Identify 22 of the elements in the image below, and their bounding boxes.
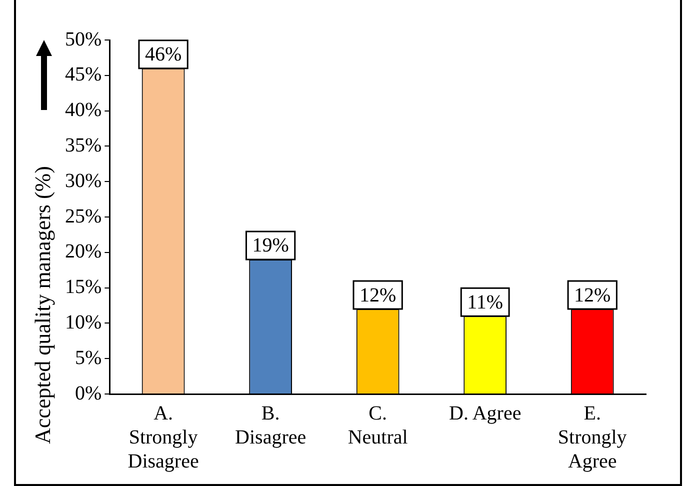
x-tick-label: B. Disagree xyxy=(235,402,306,448)
y-tick-label: 15% xyxy=(64,276,102,298)
y-tick-label: 45% xyxy=(64,64,102,86)
y-tick-label: 25% xyxy=(64,205,102,228)
y-tick-label: 40% xyxy=(64,99,102,122)
y-tick-label: 35% xyxy=(64,134,102,156)
y-tick-label: 30% xyxy=(64,170,102,192)
data-label: 19% xyxy=(252,234,289,257)
y-axis-title: Accepted quality managers (%) xyxy=(30,166,55,444)
data-label: 12% xyxy=(359,284,396,306)
x-tick-label: D. Agree xyxy=(448,402,522,424)
y-tick-label: 20% xyxy=(64,240,102,263)
y-tick-label: 0% xyxy=(74,382,102,404)
y-tick-label: 50% xyxy=(64,28,102,50)
x-tick-label: C. Neutral xyxy=(348,402,408,448)
x-tick-label: A. Strongly Disagree xyxy=(128,402,199,472)
data-label: 11% xyxy=(467,291,504,314)
y-tick-label: 5% xyxy=(74,346,102,369)
data-label: 12% xyxy=(574,284,611,306)
data-label: 46% xyxy=(144,44,182,66)
y-tick-label: 10% xyxy=(64,311,102,334)
x-tick-label: E. Strongly Agree xyxy=(558,402,627,472)
